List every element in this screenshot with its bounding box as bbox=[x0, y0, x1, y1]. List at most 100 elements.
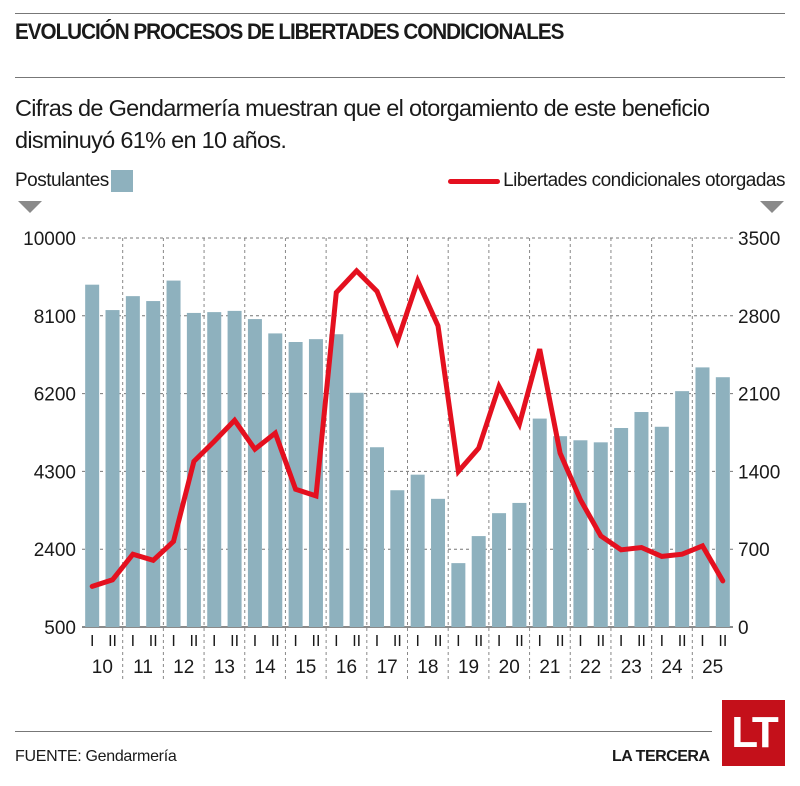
right-tick-label: 0 bbox=[738, 618, 749, 639]
legend-line-swatch bbox=[448, 178, 501, 184]
year-label: 24 bbox=[661, 657, 683, 678]
year-label: 22 bbox=[580, 657, 601, 678]
bar-10-II bbox=[105, 310, 120, 627]
line-series bbox=[89, 267, 726, 589]
semester-label: I bbox=[90, 633, 94, 650]
semester-label: I bbox=[497, 633, 501, 650]
semester-label: I bbox=[619, 633, 623, 650]
year-label: 21 bbox=[539, 657, 560, 678]
semester-label: II bbox=[352, 633, 361, 650]
left-tick-label: 8100 bbox=[34, 307, 76, 328]
semester-label: I bbox=[171, 633, 175, 650]
right-tick-label: 2800 bbox=[738, 307, 780, 328]
year-label: 12 bbox=[173, 657, 194, 678]
bar-13-II bbox=[227, 310, 242, 627]
semester-label: I bbox=[660, 633, 664, 650]
year-label: 13 bbox=[214, 657, 235, 678]
year-label: 18 bbox=[417, 657, 438, 678]
bar-22-I bbox=[573, 440, 588, 627]
semester-label: I bbox=[415, 633, 419, 650]
year-label: 11 bbox=[133, 657, 153, 678]
year-label: 16 bbox=[336, 657, 357, 678]
legend-libertades-label: Libertades condicionales otorgadas bbox=[503, 170, 785, 191]
right-tick-label: 2100 bbox=[738, 385, 780, 406]
semester-label: I bbox=[456, 633, 460, 650]
semester-label: II bbox=[149, 633, 158, 650]
legend-postulantes: Postulantes bbox=[15, 170, 133, 192]
bar-18-I bbox=[410, 474, 425, 627]
bar-24-I bbox=[654, 426, 669, 627]
year-label: 10 bbox=[92, 657, 113, 678]
semester-label: I bbox=[293, 633, 297, 650]
bar-21-I bbox=[532, 418, 547, 627]
year-label: 17 bbox=[377, 657, 398, 678]
chart: 500 2400 4300 6200 8100 10000 0 700 1400 2100 280… bbox=[23, 229, 780, 680]
chart-title: EVOLUCIÓN PROCESOS DE LIBERTADES CONDICI… bbox=[15, 19, 564, 44]
left-tick-label: 4300 bbox=[34, 462, 76, 483]
bar-23-I bbox=[614, 427, 629, 627]
right-tick-label: 3500 bbox=[738, 229, 780, 250]
bar-12-I bbox=[166, 280, 181, 627]
footer-rule bbox=[15, 731, 712, 732]
semester-label: II bbox=[515, 633, 524, 650]
legend-libertades: Libertades condicionales otorgadas bbox=[448, 170, 785, 192]
semester-label: II bbox=[474, 633, 483, 650]
left-tick-label: 10000 bbox=[23, 229, 76, 250]
bar-25-II bbox=[715, 377, 730, 627]
bar-11-I bbox=[125, 296, 140, 627]
bar-16-II bbox=[349, 392, 364, 627]
semester-label: II bbox=[393, 633, 402, 650]
year-separators bbox=[122, 238, 693, 680]
year-label: 20 bbox=[499, 657, 520, 678]
bar-14-II bbox=[268, 333, 283, 627]
right-axis-ticks: 0 700 1400 2100 2800 3500 bbox=[738, 229, 780, 639]
semester-label: I bbox=[334, 633, 338, 650]
semester-label: II bbox=[230, 633, 239, 650]
bar-14-I bbox=[247, 319, 262, 627]
bar-13-I bbox=[207, 312, 222, 627]
left-tick-label: 2400 bbox=[34, 540, 76, 561]
source-note: FUENTE: Gendarmería bbox=[15, 748, 177, 765]
year-label: 19 bbox=[458, 657, 479, 678]
bar-23-II bbox=[634, 412, 649, 627]
bar-20-I bbox=[492, 513, 507, 627]
top-rule bbox=[15, 13, 785, 14]
semester-label: I bbox=[253, 633, 257, 650]
chart-subtitle: Cifras de Gendarmería muestran que el ot… bbox=[15, 95, 710, 153]
semester-label: II bbox=[718, 633, 727, 650]
bar-21-II bbox=[553, 436, 568, 627]
left-axis-ticks: 500 2400 4300 6200 8100 10000 bbox=[23, 229, 76, 639]
semester-label: I bbox=[375, 633, 379, 650]
bar-10-I bbox=[85, 284, 100, 627]
right-tick-label: 700 bbox=[738, 540, 770, 561]
brand-name: LA TERCERA bbox=[612, 748, 710, 765]
bar-24-II bbox=[675, 391, 690, 627]
semester-label: II bbox=[556, 633, 565, 650]
left-tick-label: 6200 bbox=[34, 385, 76, 406]
bar-17-I bbox=[369, 447, 384, 627]
bar-19-I bbox=[451, 563, 466, 627]
semester-label: II bbox=[637, 633, 646, 650]
semester-label: I bbox=[578, 633, 582, 650]
semester-label: II bbox=[596, 633, 605, 650]
year-label: 14 bbox=[255, 657, 277, 678]
legend-bar-swatch bbox=[110, 170, 133, 192]
right-tick-label: 1400 bbox=[738, 462, 780, 483]
title-rule bbox=[15, 77, 785, 78]
semester-label: II bbox=[434, 633, 443, 650]
left-tick-label: 500 bbox=[44, 618, 76, 639]
year-label: 15 bbox=[295, 657, 316, 678]
bar-11-II bbox=[146, 301, 161, 627]
semester-label: II bbox=[108, 633, 117, 650]
bar-25-I bbox=[695, 367, 710, 627]
semester-label: II bbox=[271, 633, 280, 650]
la-tercera-logo: LT bbox=[722, 700, 785, 766]
x-axis-labels: I II I II I II I II I II I II I II I II I II I II I II I II I II I… bbox=[90, 633, 727, 678]
bar-19-II bbox=[471, 536, 486, 627]
bar-20-II bbox=[512, 502, 527, 627]
bar-17-II bbox=[390, 490, 405, 627]
semester-label: I bbox=[131, 633, 135, 650]
semester-label: II bbox=[678, 633, 687, 650]
semester-label: II bbox=[189, 633, 198, 650]
bar-18-II bbox=[431, 498, 446, 627]
